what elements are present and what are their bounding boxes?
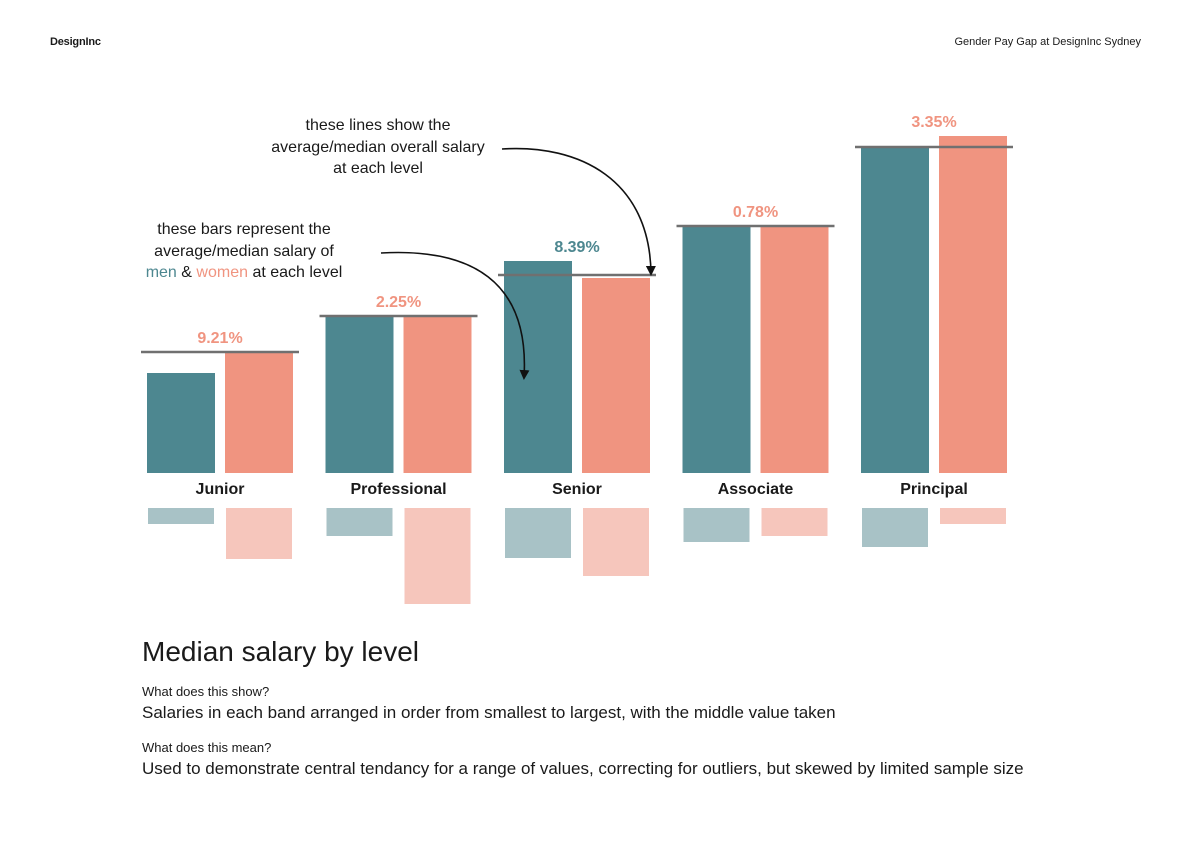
question-what-show: What does this show?: [142, 684, 270, 699]
answer-what-mean: Used to demonstrate central tendancy for…: [142, 759, 1024, 778]
gap-label: 3.35%: [911, 114, 956, 131]
women-legend-word: women: [196, 264, 248, 281]
men-bar: [504, 261, 572, 473]
women-secondary-bar: [404, 508, 471, 604]
ampersand: &: [181, 264, 192, 281]
answer-what-show: Salaries in each band arranged in order …: [142, 703, 836, 722]
bars-annotation: these bars represent the average/median …: [128, 219, 360, 284]
bars-annotation-suffix: at each level: [252, 264, 343, 281]
category-label: Principal: [900, 481, 968, 498]
men-secondary-bar: [148, 508, 214, 524]
category-label: Professional: [350, 481, 446, 498]
caption-title: Median salary by level: [142, 636, 420, 667]
gap-label: 2.25%: [376, 294, 421, 311]
document-title: Gender Pay Gap at DesignInc Sydney: [954, 36, 1142, 48]
lines-annotation: these lines show the average/median over…: [271, 117, 485, 177]
question-what-mean: What does this mean?: [142, 740, 272, 755]
men-secondary-bar: [862, 508, 928, 547]
men-bar: [682, 227, 751, 473]
bars-note-arrow: [380, 251, 530, 380]
gap-label: 8.39%: [554, 239, 599, 256]
women-secondary-bar: [226, 508, 292, 559]
men-secondary-bar: [683, 508, 750, 542]
men-bar: [861, 147, 929, 473]
men-secondary-bar: [326, 508, 393, 536]
men-bar: [147, 373, 215, 473]
lines-note-arrow: [501, 147, 656, 276]
category-label: Associate: [718, 481, 794, 498]
women-bar: [225, 353, 293, 473]
gap-label: 9.21%: [197, 330, 242, 347]
category-label: Senior: [552, 481, 602, 498]
bars-annotation-prefix: these bars represent the average/median …: [154, 221, 334, 260]
men-bar: [325, 317, 394, 473]
gap-label: 0.78%: [733, 204, 778, 221]
women-secondary-bar: [583, 508, 649, 576]
women-bar: [760, 227, 829, 473]
women-bar: [939, 136, 1007, 473]
women-bar: [403, 316, 472, 473]
men-secondary-bar: [505, 508, 571, 558]
category-label: Junior: [196, 481, 245, 498]
women-bar: [582, 278, 650, 473]
women-secondary-bar: [761, 508, 828, 536]
men-legend-word: men: [145, 264, 177, 281]
brand-logo: DesignInc: [50, 36, 101, 48]
women-secondary-bar: [940, 508, 1006, 524]
